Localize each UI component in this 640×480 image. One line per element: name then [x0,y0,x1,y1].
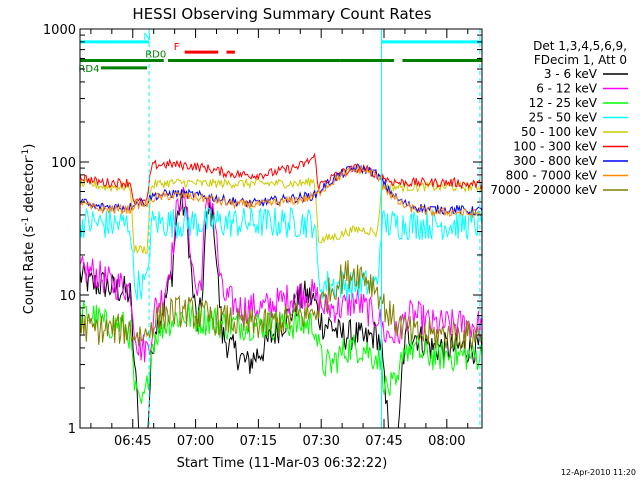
y-tick-label: 1 [68,422,76,437]
x-tick-label: 07:45 [365,434,402,449]
series-layer [79,152,483,429]
marker-layer [148,29,481,428]
y-axis-label-sup2: -1 [21,149,31,158]
x-axis-label: Start Time (11-Mar-03 06:32:22) [177,456,388,471]
flag-label-rd4: RD4 [78,64,99,75]
legend-label: 300 - 800 keV [513,154,597,168]
flag-layer: N F RD0 RD4 [78,32,482,75]
flag-label-rd0: RD0 [145,49,166,60]
y-axis-label-sup1: -1 [21,217,31,226]
flag-label-n: N [143,32,150,43]
series-line-7000-20000keV-kev [79,259,483,351]
series-line-6-12keV-kev [79,186,483,363]
y-axis-label-part3: ) [22,144,37,149]
legend-label: 50 - 100 keV [521,125,598,139]
y-axis-ticks: 1 10 100 1000 [43,23,482,437]
legend-label: 3 - 6 keV [544,67,598,81]
series-line-800-7000keV-kev [79,163,483,219]
x-tick-label: 06:45 [114,434,151,449]
y-tick-label: 100 [51,156,76,171]
y-axis-label-part1: Count Rate (s [22,226,37,315]
x-tick-label: 07:15 [240,434,277,449]
x-axis-ticks: 06:45 07:00 07:15 07:30 07:45 08:00 [90,29,469,449]
legend-header-line1: Det 1,3,4,5,6,9, [533,39,627,53]
plot-area: N F RD0 RD4 [78,29,483,429]
series-line-25-50keV-kev [79,206,483,301]
y-tick-label: 10 [59,289,76,304]
legend-header-line2: FDecim 1, Att 0 [534,53,627,67]
x-tick-label: 08:00 [428,434,465,449]
series-line-100-300keV-kev [79,152,483,207]
flag-label-f: F [174,42,180,53]
legend: Det 1,3,4,5,6,9, FDecim 1, Att 0 3 - 6 k… [490,39,628,197]
legend-label: 12 - 25 keV [529,96,598,110]
plot-frame [79,28,483,429]
footer-timestamp: 12-Apr-2010 11:20 [561,468,636,477]
y-axis-label: Count Rate (s-1 detector-1) [21,144,37,315]
legend-label: 800 - 7000 keV [506,169,598,183]
x-tick-label: 07:00 [177,434,214,449]
y-axis-label-part2: detector [22,157,37,217]
legend-label: 7000 - 20000 keV [490,183,597,197]
legend-label: 6 - 12 keV [536,82,598,96]
chart-title: HESSI Observing Summary Count Rates [132,5,431,23]
y-tick-label: 1000 [43,23,76,38]
legend-label: 100 - 300 keV [513,140,597,154]
legend-label: 25 - 50 keV [529,111,598,125]
x-tick-label: 07:30 [302,434,339,449]
series-line-50-100keV-kev [79,177,483,254]
